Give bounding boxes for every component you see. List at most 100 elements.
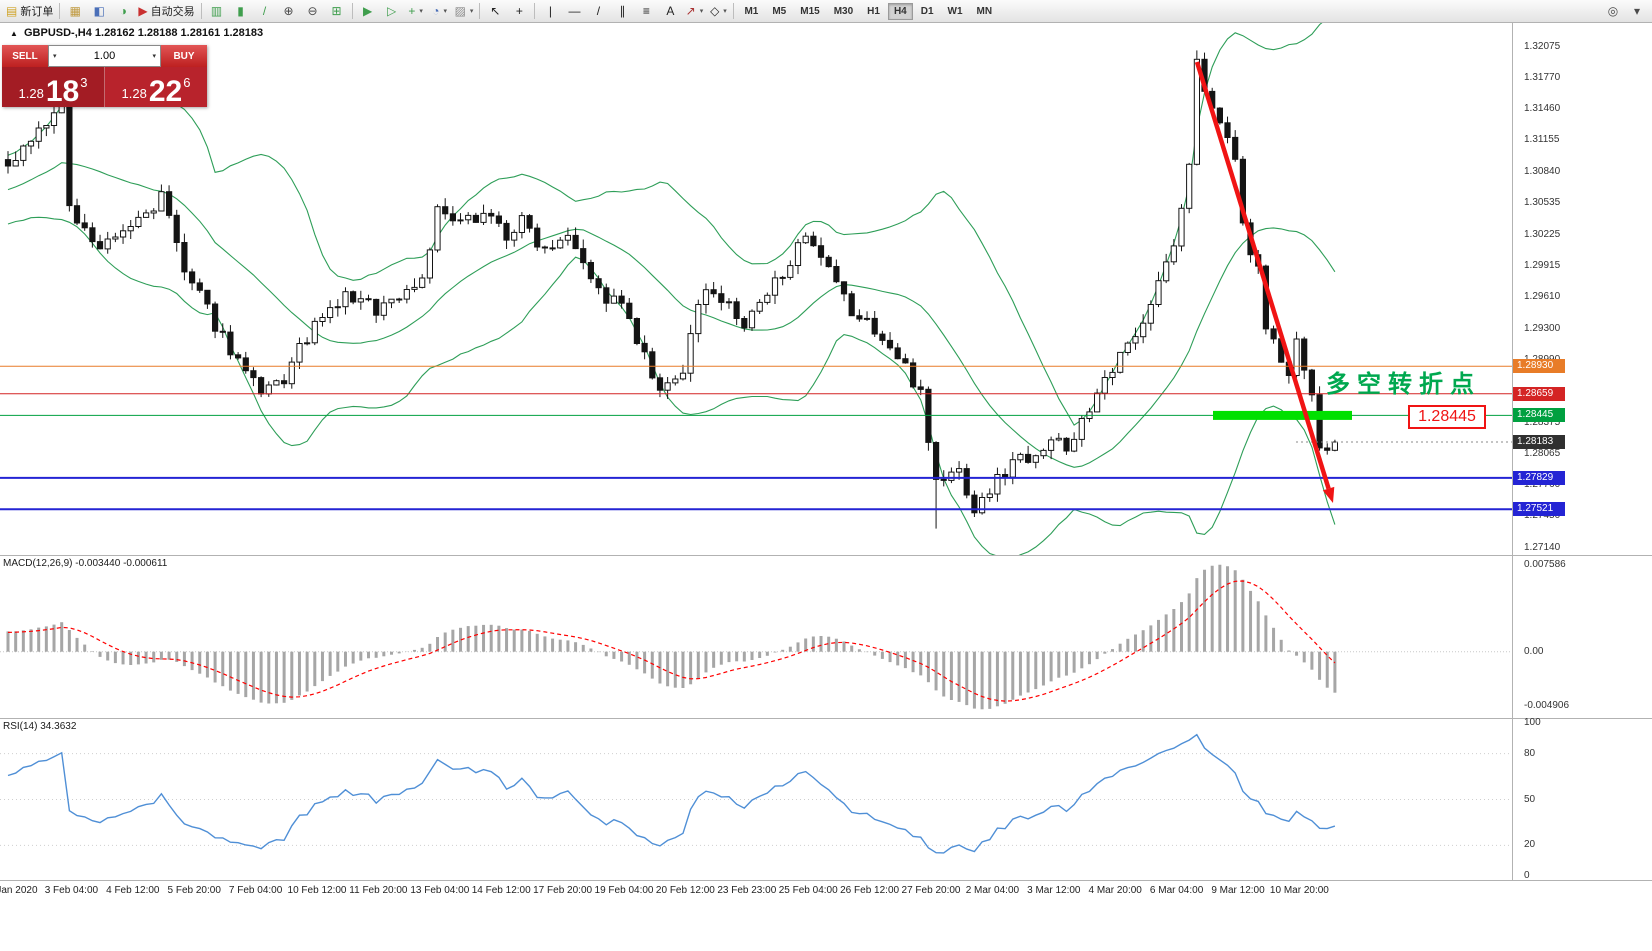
new-order-button[interactable]: ▤ 新订单 xyxy=(3,2,56,21)
market-watch-button[interactable]: ▦ xyxy=(63,2,87,21)
rsi-value: 34.3632 xyxy=(40,721,77,732)
time-scale[interactable]: 30 Jan 2020 3 Feb 04:00 4 Feb 12:00 5 Feb 2… xyxy=(0,881,1652,901)
sell-price[interactable]: 1.28 18 3 xyxy=(2,67,105,107)
time-axis-label: 6 Mar 04:00 xyxy=(1149,885,1204,896)
time-axis-label: 14 Feb 12:00 xyxy=(471,885,531,896)
time-axis-label: 26 Feb 12:00 xyxy=(840,885,900,896)
candlestick-chart-button[interactable]: ▮ xyxy=(229,2,253,21)
bollinger-upper-band xyxy=(7,23,1323,426)
support-level-2-badge: 1.27521 xyxy=(1513,502,1565,517)
new-chart-icon: + xyxy=(408,4,416,18)
timeframe-d1-button[interactable]: D1 xyxy=(920,5,934,17)
buy-price-big: 22 xyxy=(148,74,183,108)
equidistant-channel-icon: ∥ xyxy=(619,4,626,18)
current-price-badge: 1.28183 xyxy=(1513,435,1565,449)
zoom-out-button[interactable]: ⊖ xyxy=(301,2,325,21)
price-tick-label: 1.30840 xyxy=(1524,166,1561,178)
panel-separator[interactable] xyxy=(0,555,1652,556)
templates-icon: ▨ xyxy=(454,4,466,18)
pivot-level-badge: 1.28445 xyxy=(1513,408,1565,423)
equidistant-channel-button[interactable]: ∥ xyxy=(610,2,634,21)
macd-scale-top: 0.007586 xyxy=(1524,559,1566,570)
support-level-1-badge: 1.27829 xyxy=(1513,470,1565,485)
search-button[interactable]: ◎ xyxy=(1601,2,1625,21)
text-label-icon: A xyxy=(666,4,675,18)
time-axis-label: 9 Mar 12:00 xyxy=(1211,885,1265,896)
time-axis-label: 19 Feb 04:00 xyxy=(594,885,654,896)
tile-windows-icon: ⊞ xyxy=(331,4,342,18)
zoom-in-icon: ⊕ xyxy=(283,4,294,18)
horizontal-line-button[interactable]: — xyxy=(562,2,586,21)
time-axis-label: 27 Feb 20:00 xyxy=(901,885,961,896)
time-axis-label: 23 Feb 23:00 xyxy=(717,885,777,896)
price-chart-panel[interactable]: 多空转折点 1.28445 xyxy=(0,23,1512,555)
trendline-icon: / xyxy=(596,4,601,18)
templates-button[interactable]: ▨ ▾ xyxy=(452,2,477,21)
trendline-button[interactable]: / xyxy=(586,2,610,21)
arrows-icon: ↗ xyxy=(685,4,696,18)
toolbar-separator xyxy=(479,3,481,19)
rsi-line xyxy=(7,733,1336,854)
autotrading-button-label: 自动交易 xyxy=(150,6,195,18)
timeframe-m1-button[interactable]: M1 xyxy=(744,5,759,17)
time-axis-label: 7 Feb 04:00 xyxy=(228,885,283,896)
ohlc-values: 1.28162 1.28188 1.28161 1.28183 xyxy=(94,27,264,39)
auto-scroll-button[interactable]: ▶ xyxy=(356,2,380,21)
time-axis-label: 17 Feb 20:00 xyxy=(533,885,593,896)
buy-button[interactable]: BUY xyxy=(161,45,207,67)
timeframe-h1-button[interactable]: H1 xyxy=(867,5,880,17)
line-chart-icon: / xyxy=(262,4,267,18)
text-label-button[interactable]: A xyxy=(658,2,682,21)
navigator-button[interactable]: ◧ xyxy=(87,2,111,21)
pivot-price-callout[interactable]: 1.28445 xyxy=(1408,405,1486,429)
periods-icon: ◔ xyxy=(432,4,440,18)
macd-scale-bottom: -0.004906 xyxy=(1524,700,1570,711)
dropdown-caret-icon: ▾ xyxy=(419,8,423,15)
rsi-scale-label: 0 xyxy=(1524,870,1530,881)
buy-price[interactable]: 1.28 22 6 xyxy=(105,67,207,107)
pivot-annotation-text[interactable]: 多空转折点 xyxy=(1326,371,1481,398)
rsi-name: RSI(14) xyxy=(3,721,38,732)
price-tick-label: 1.31770 xyxy=(1524,71,1561,83)
menu-button[interactable]: ▾ xyxy=(1625,2,1649,21)
timeframe-m15-button[interactable]: M15 xyxy=(800,5,820,17)
timeframe-h4-button[interactable]: H4 xyxy=(887,2,913,20)
autotrading-button[interactable]: ▶ 自动交易 xyxy=(135,2,197,21)
bar-chart-button[interactable]: ▥ xyxy=(205,2,229,21)
timeframe-m30-button[interactable]: M30 xyxy=(833,5,854,17)
timeframe-mn-button[interactable]: MN xyxy=(976,5,993,17)
terminal-button[interactable]: ◑ xyxy=(111,2,135,21)
volume-input[interactable]: ▾ 1.00 ▾ xyxy=(48,45,161,67)
crosshair-button[interactable]: + xyxy=(507,2,531,21)
price-tick-label: 1.29610 xyxy=(1524,291,1561,303)
volume-decrement-icon[interactable]: ▾ xyxy=(53,53,57,60)
volume-increment-icon[interactable]: ▾ xyxy=(152,53,156,60)
sell-button[interactable]: SELL xyxy=(2,45,48,67)
new-chart-button[interactable]: + ▾ xyxy=(404,2,428,21)
sell-price-sup: 3 xyxy=(80,75,88,90)
zoom-in-button[interactable]: ⊕ xyxy=(277,2,301,21)
tile-windows-button[interactable]: ⊞ xyxy=(325,2,349,21)
time-axis-label: 3 Mar 12:00 xyxy=(1027,885,1081,896)
sell-price-big: 18 xyxy=(45,74,80,108)
vertical-line-button[interactable]: | xyxy=(538,2,562,21)
time-axis-label: 10 Feb 12:00 xyxy=(287,885,347,896)
fibonacci-button[interactable]: ≡ xyxy=(634,2,658,21)
chart-shift-button[interactable]: ▷ xyxy=(380,2,404,21)
macd-label: MACD(12,26,9) -0.003440 -0.000611 xyxy=(3,558,167,569)
vertical-line-icon: | xyxy=(548,4,552,18)
cursor-button[interactable]: ↖ xyxy=(483,2,507,21)
time-axis-label: 10 Mar 20:00 xyxy=(1269,885,1329,896)
shapes-button[interactable]: ◇ ▾ xyxy=(706,2,730,21)
candlestick-chart xyxy=(0,23,1512,555)
panel-separator[interactable] xyxy=(0,880,1652,881)
periods-button[interactable]: ◔ ▾ xyxy=(428,2,452,21)
panel-separator[interactable] xyxy=(0,718,1652,719)
resistance-level-1-badge: 1.28930 xyxy=(1513,359,1565,374)
arrows-button[interactable]: ↗ ▾ xyxy=(682,2,706,21)
timeframe-w1-button[interactable]: W1 xyxy=(947,5,963,17)
line-chart-button[interactable]: / xyxy=(253,2,277,21)
timeframe-m5-button[interactable]: M5 xyxy=(772,5,787,17)
trend-arrow[interactable] xyxy=(1194,61,1335,503)
pivot-highlight-bar[interactable] xyxy=(1213,410,1352,420)
